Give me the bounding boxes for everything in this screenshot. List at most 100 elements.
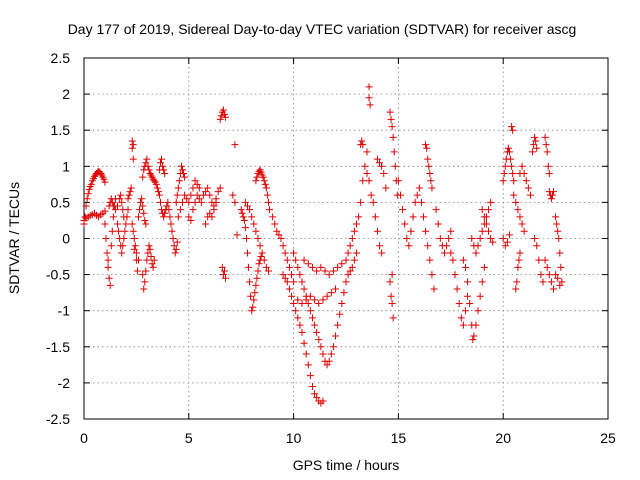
data-point-marker	[285, 263, 293, 271]
data-point-marker	[175, 177, 183, 185]
data-point-marker	[107, 195, 115, 203]
y-tick-label: 0	[62, 231, 70, 247]
data-point-marker	[260, 177, 268, 185]
data-point-marker	[229, 191, 237, 199]
data-point-marker	[139, 173, 147, 181]
data-point-marker	[242, 235, 250, 242]
data-point-marker	[476, 235, 484, 242]
data-point-marker	[142, 267, 150, 275]
data-point-marker	[122, 220, 130, 228]
data-point-marker	[169, 235, 177, 242]
data-point-marker	[516, 249, 524, 257]
data-point-marker	[526, 191, 534, 199]
data-point-marker	[365, 83, 373, 91]
data-point-marker	[388, 271, 396, 279]
data-point-marker	[248, 307, 256, 315]
data-point-marker	[279, 242, 287, 250]
data-point-marker	[179, 166, 187, 174]
data-point-marker	[304, 299, 312, 307]
data-point-marker	[304, 260, 312, 268]
data-point-marker	[306, 372, 314, 380]
data-point-marker	[219, 106, 227, 114]
data-point-marker	[505, 231, 513, 239]
y-tick-label: -2.5	[46, 411, 70, 427]
data-point-marker	[520, 227, 528, 235]
data-point-marker	[422, 141, 430, 149]
data-point-marker	[512, 285, 520, 293]
data-point-marker	[119, 242, 127, 250]
data-point-marker	[531, 133, 539, 141]
data-point-marker	[389, 314, 397, 322]
data-point-marker	[219, 271, 227, 279]
data-point-marker	[342, 278, 350, 286]
data-point-marker	[482, 220, 490, 228]
data-point-marker	[139, 271, 147, 279]
data-point-marker	[104, 263, 112, 271]
data-point-marker	[424, 242, 432, 250]
data-point-marker	[514, 206, 522, 214]
data-point-marker	[327, 289, 335, 297]
y-tick-label: 2.5	[51, 50, 71, 66]
data-point-marker	[128, 137, 136, 145]
data-point-marker	[556, 249, 564, 257]
data-point-marker	[512, 198, 520, 206]
data-point-marker	[145, 166, 153, 174]
data-point-marker	[173, 191, 181, 199]
data-point-marker	[251, 289, 259, 297]
data-point-marker	[133, 267, 141, 275]
data-points	[80, 83, 566, 407]
data-point-marker	[344, 271, 352, 279]
data-point-marker	[476, 292, 484, 300]
data-point-marker	[552, 213, 560, 221]
x-tick-label: 10	[286, 430, 302, 446]
data-point-marker	[254, 235, 262, 242]
data-point-marker	[243, 249, 251, 257]
data-point-marker	[434, 220, 442, 228]
data-point-marker	[82, 202, 90, 210]
data-point-marker	[557, 263, 565, 271]
data-point-marker	[500, 170, 508, 178]
data-point-marker	[348, 263, 356, 271]
data-point-marker	[298, 328, 306, 336]
data-point-marker	[302, 350, 310, 358]
data-point-marker	[141, 216, 149, 224]
data-point-marker	[380, 170, 388, 178]
data-point-marker	[329, 267, 337, 275]
data-point-marker	[332, 285, 340, 293]
data-point-marker	[552, 271, 560, 279]
data-point-marker	[97, 170, 105, 178]
data-point-marker	[317, 263, 325, 271]
data-point-marker	[424, 155, 432, 163]
data-point-marker	[317, 343, 325, 351]
data-point-marker	[427, 177, 435, 185]
data-point-marker	[306, 307, 314, 315]
data-point-marker	[237, 206, 245, 214]
data-point-marker	[394, 177, 402, 185]
data-point-marker	[378, 162, 386, 170]
data-point-marker	[104, 256, 112, 264]
data-point-marker	[108, 198, 116, 206]
data-point-marker	[411, 198, 419, 206]
data-point-marker	[130, 235, 138, 242]
data-point-marker	[413, 191, 421, 199]
data-point-marker	[144, 162, 152, 170]
data-point-marker	[187, 216, 195, 224]
data-point-marker	[168, 227, 176, 235]
data-point-marker	[417, 198, 425, 206]
data-point-marker	[357, 198, 365, 206]
data-point-marker	[487, 198, 495, 206]
data-point-marker	[241, 198, 249, 206]
data-point-marker	[253, 173, 261, 181]
data-point-marker	[290, 278, 298, 286]
data-point-marker	[389, 133, 397, 141]
data-point-marker	[352, 220, 360, 228]
data-point-marker	[514, 263, 522, 271]
data-point-marker	[245, 263, 253, 271]
data-point-marker	[373, 155, 381, 163]
data-point-marker	[313, 328, 321, 336]
data-point-marker	[387, 115, 395, 123]
data-point-marker	[313, 267, 321, 275]
data-point-marker	[124, 206, 132, 214]
data-point-marker	[520, 170, 528, 178]
data-point-marker	[283, 256, 291, 264]
